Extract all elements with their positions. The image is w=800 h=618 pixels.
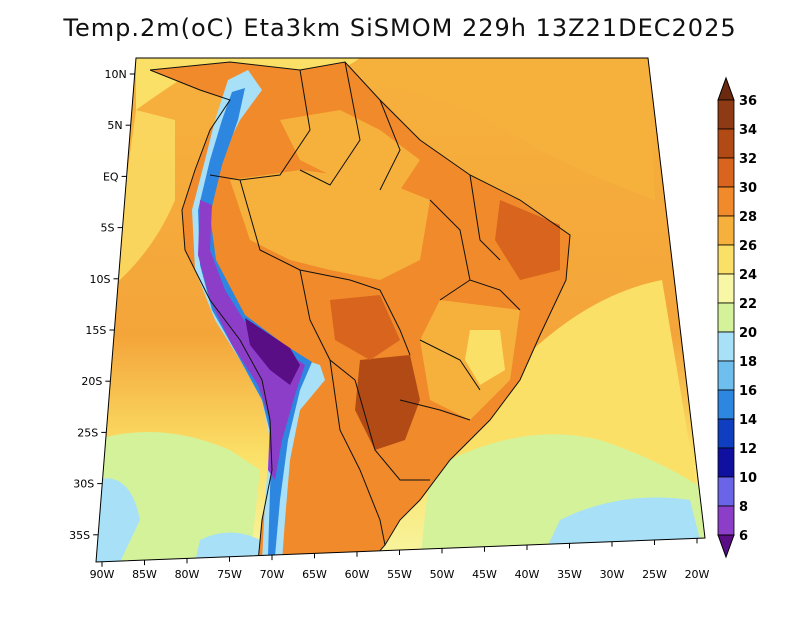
colorbar-label: 22	[739, 297, 757, 312]
colorbar-label: 14	[739, 413, 757, 428]
pacific-yellow	[96, 110, 175, 300]
lon-tick-label: 50W	[430, 568, 455, 581]
lon-tick-label: 70W	[260, 568, 285, 581]
colorbar-label: 20	[739, 326, 757, 341]
hot-spot-central	[330, 295, 400, 360]
lat-tick-label: 5N	[107, 119, 122, 132]
lon-tick-label: 75W	[217, 568, 242, 581]
map-field	[96, 58, 705, 562]
pacific-blue	[96, 478, 140, 562]
colorbar-label: 16	[739, 384, 757, 399]
country-borders	[149, 61, 571, 562]
latitude-axis: 10N 5N EQ 5S 10S 15S 20S 25S 30S 35S	[69, 68, 135, 542]
lon-tick-label: 60W	[345, 568, 370, 581]
colorbar-label: 28	[739, 210, 757, 225]
lon-tick-label: 25W	[642, 568, 667, 581]
andes-cold	[198, 88, 312, 556]
pacific-green	[96, 432, 260, 562]
colorbar-label: 8	[739, 500, 748, 515]
lon-tick-label: 90W	[90, 568, 115, 581]
colorbar-segment	[717, 157, 735, 188]
lat-tick-label: 35S	[69, 529, 90, 542]
colorbar-segment	[717, 505, 735, 536]
lon-tick-label: 45W	[472, 568, 497, 581]
colorbar-segment	[717, 128, 735, 159]
lat-tick-label: 20S	[81, 375, 102, 388]
lat-tick-label: 30S	[73, 478, 94, 491]
andes-field	[192, 70, 325, 562]
lon-tick-label: 55W	[387, 568, 412, 581]
lat-tick-label: 25S	[77, 426, 98, 439]
colorbar-label: 30	[739, 181, 757, 196]
hot-spot-chaco	[355, 355, 420, 450]
lat-tick-label: EQ	[103, 170, 119, 183]
colorbar-segment	[717, 389, 735, 420]
lon-tick-label: 85W	[132, 568, 157, 581]
map-title: Temp.2m(oC) Eta3km SiSMOM 229h 13Z21DEC2…	[63, 14, 737, 42]
colorbar-segment	[717, 244, 735, 275]
colorbar-label: 24	[739, 268, 757, 283]
colorbar-segment	[717, 418, 735, 449]
map-frame	[95, 57, 706, 563]
hot-spot-northeast	[495, 200, 560, 280]
colorbar-bottom-arrow	[717, 534, 735, 559]
colorbar-label: 18	[739, 355, 757, 370]
colorbar-top-arrow	[717, 76, 735, 101]
colorbar-segment	[717, 273, 735, 304]
lon-tick-label: 80W	[175, 568, 200, 581]
colorbar-label: 26	[739, 239, 757, 254]
lat-tick-label: 5S	[101, 222, 115, 235]
pacific-blue-2	[195, 532, 262, 562]
lon-tick-label: 20W	[685, 568, 710, 581]
amazon-field	[230, 170, 430, 280]
lon-tick-label: 35W	[557, 568, 582, 581]
lon-tick-label: 65W	[302, 568, 327, 581]
colorbar-label: 12	[739, 442, 757, 457]
minas-field	[465, 330, 505, 385]
colorbar-segment	[717, 99, 735, 130]
colorbar-segment	[717, 302, 735, 333]
lat-tick-label: 10S	[89, 273, 110, 286]
colorbar-segment	[717, 447, 735, 478]
colorbar-segment	[717, 476, 735, 507]
lat-tick-label: 15S	[85, 324, 106, 337]
colorbar: 36 34 32 30 28 26 24 22 20 18 16 14 12 10 8 6	[717, 76, 757, 559]
lat-tick-label: 10N	[104, 68, 126, 81]
colorbar-segment	[717, 331, 735, 362]
lon-tick-label: 30W	[600, 568, 625, 581]
colorbar-label: 10	[739, 471, 757, 486]
colorbar-segment	[717, 186, 735, 217]
colorbar-label: 6	[739, 529, 748, 544]
colorbar-segment	[717, 360, 735, 391]
guiana-field	[280, 110, 420, 190]
colorbar-segment	[717, 215, 735, 246]
colorbar-label: 32	[739, 152, 757, 167]
colorbar-label: 36	[739, 94, 757, 109]
colorbar-label: 34	[739, 123, 757, 138]
altiplano-coldest	[245, 318, 300, 385]
lon-tick-label: 40W	[515, 568, 540, 581]
longitude-axis: 90W 85W 80W 75W 70W 65W 60W 55W 50W 45W 40W 35W 30W 2…	[90, 538, 710, 581]
ocean-warm-north	[360, 58, 655, 200]
